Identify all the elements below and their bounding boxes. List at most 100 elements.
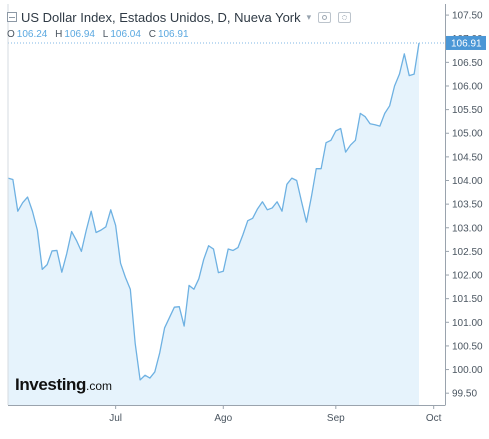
data-point xyxy=(398,73,401,76)
data-point xyxy=(383,112,386,115)
investing-logo: Investing.com xyxy=(15,376,112,394)
last-price-label: 106.91 xyxy=(451,38,482,49)
data-point xyxy=(41,268,44,271)
data-point xyxy=(232,249,235,252)
data-point xyxy=(11,178,14,181)
price-tick-label: 106.00 xyxy=(452,81,483,92)
data-point xyxy=(325,141,328,144)
data-point xyxy=(144,374,147,377)
data-point xyxy=(163,326,166,329)
close-label: C xyxy=(148,29,156,40)
series-line xyxy=(7,42,420,381)
collapse-icon[interactable] xyxy=(7,12,17,22)
chart-header: US Dollar Index, Estados Unidos, D, Nuev… xyxy=(7,8,352,26)
low-label: L xyxy=(102,29,109,40)
data-point xyxy=(339,127,342,130)
data-point xyxy=(413,73,416,76)
data-point xyxy=(202,258,205,261)
data-point xyxy=(153,370,156,373)
data-point xyxy=(21,201,24,204)
price-tick-label: 105.50 xyxy=(452,105,483,116)
data-point xyxy=(173,306,176,309)
chevron-down-icon[interactable]: ▾ xyxy=(306,11,312,22)
data-point xyxy=(227,248,230,251)
data-point xyxy=(104,225,107,228)
data-point xyxy=(114,224,117,227)
data-point xyxy=(261,200,264,203)
open-value: 106.24 xyxy=(16,29,48,40)
data-point xyxy=(285,183,288,186)
data-point xyxy=(222,270,225,273)
eye-icon[interactable] xyxy=(318,11,332,23)
price-tick-label: 101.50 xyxy=(452,294,483,305)
data-point xyxy=(388,104,391,107)
price-tick-label: 100.00 xyxy=(452,365,483,376)
price-tick-label: 100.50 xyxy=(452,341,483,352)
last-price-bg xyxy=(446,35,486,50)
data-point xyxy=(364,115,367,118)
ohlc-values: O 106.24 H 106.94 L 106.04 C 106.91 xyxy=(7,29,194,40)
time-axis[interactable]: Jul Ago Sep Oct xyxy=(109,405,442,424)
time-tick-label: Sep xyxy=(327,413,345,424)
data-point xyxy=(305,221,308,224)
time-tick-label: Oct xyxy=(426,413,442,424)
data-point xyxy=(51,249,54,252)
data-point xyxy=(236,246,239,249)
data-point xyxy=(188,284,191,287)
data-point xyxy=(119,262,122,265)
data-point xyxy=(310,196,313,199)
price-axis[interactable]: 107.50107.00106.50106.00105.50105.00104.… xyxy=(445,11,483,400)
data-point xyxy=(134,342,137,345)
data-point xyxy=(80,250,83,253)
data-point xyxy=(139,378,142,381)
data-point xyxy=(344,151,347,154)
time-tick-label: Ago xyxy=(214,413,232,424)
data-point xyxy=(369,122,372,125)
data-point xyxy=(393,84,396,87)
close-value: 106.91 xyxy=(157,29,189,40)
data-point xyxy=(207,244,210,247)
price-tick-label: 99.50 xyxy=(452,389,477,400)
gear-icon[interactable] xyxy=(338,11,352,23)
data-point xyxy=(60,271,63,274)
price-tick-label: 104.00 xyxy=(452,176,483,187)
data-point xyxy=(65,252,68,255)
data-point xyxy=(246,219,249,222)
high-label: H xyxy=(55,29,63,40)
data-point xyxy=(31,210,34,213)
data-point xyxy=(266,208,269,211)
price-tick-label: 106.50 xyxy=(452,58,483,69)
data-point xyxy=(295,179,298,182)
low-value: 106.04 xyxy=(110,29,141,40)
data-point xyxy=(349,144,352,147)
data-point xyxy=(46,263,49,266)
data-point xyxy=(129,288,132,291)
price-tick-label: 102.50 xyxy=(452,247,483,258)
data-point xyxy=(408,74,411,77)
data-point xyxy=(271,206,274,209)
data-point xyxy=(109,208,112,211)
data-point xyxy=(212,248,215,251)
data-point xyxy=(329,139,332,142)
data-point xyxy=(373,123,376,126)
data-point xyxy=(354,139,357,142)
data-point xyxy=(359,112,362,115)
data-point xyxy=(16,210,19,213)
data-point xyxy=(99,229,102,232)
data-point xyxy=(90,210,93,213)
data-point xyxy=(168,316,171,319)
data-point xyxy=(334,129,337,132)
logo-main-text: Investing xyxy=(15,375,87,394)
data-point xyxy=(178,305,181,308)
price-tick-label: 102.00 xyxy=(452,271,483,282)
data-point xyxy=(183,325,186,328)
data-point xyxy=(36,229,39,232)
series-area-fill xyxy=(8,42,419,405)
price-tick-label: 101.00 xyxy=(452,318,483,329)
data-point xyxy=(300,200,303,203)
logo-domain-text: .com xyxy=(86,379,113,393)
chart-title: US Dollar Index, Estados Unidos, D, Nuev… xyxy=(21,9,301,25)
